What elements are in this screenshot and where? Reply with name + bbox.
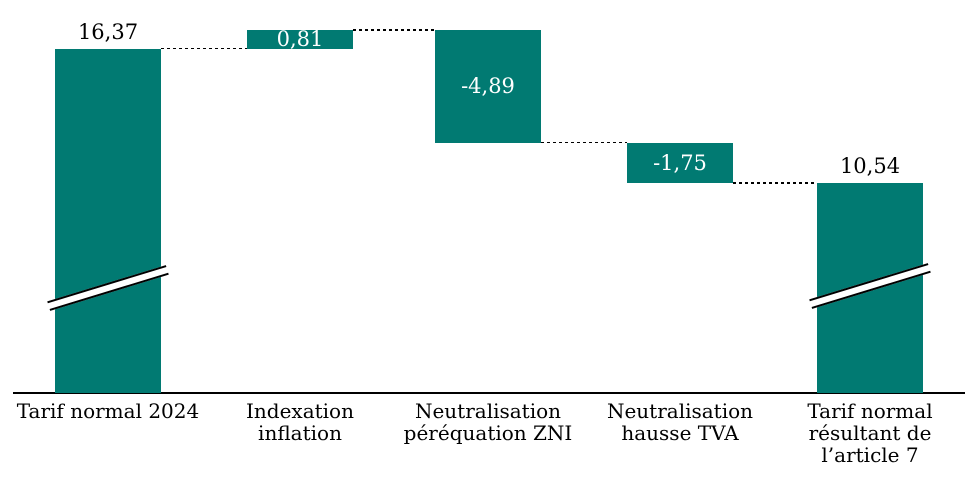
category-label: Tarif normal 2024 <box>16 399 200 423</box>
value-label: 0,81 <box>276 26 324 51</box>
connector-dashed-line <box>353 29 435 31</box>
connector-dashed-line <box>161 47 247 50</box>
waterfall-bar <box>55 48 161 393</box>
category-label: Tarif normal résultant de l’article 7 <box>807 399 933 467</box>
waterfall-bar <box>627 142 733 184</box>
value-label: 16,37 <box>77 19 139 44</box>
waterfall-bar <box>247 30 353 49</box>
connector-dashed-line <box>733 182 817 184</box>
value-label: 10,54 <box>839 154 901 179</box>
connector-dashed-line <box>541 141 627 144</box>
category-label: Indexation inflation <box>246 399 354 445</box>
waterfall-bar <box>435 30 541 143</box>
value-label: -1,75 <box>653 150 707 175</box>
x-axis-line <box>13 392 965 394</box>
category-label: Neutralisation hausse TVA <box>606 399 754 445</box>
value-label: -4,89 <box>461 73 515 98</box>
category-label: Neutralisation péréquation ZNI <box>403 399 573 445</box>
